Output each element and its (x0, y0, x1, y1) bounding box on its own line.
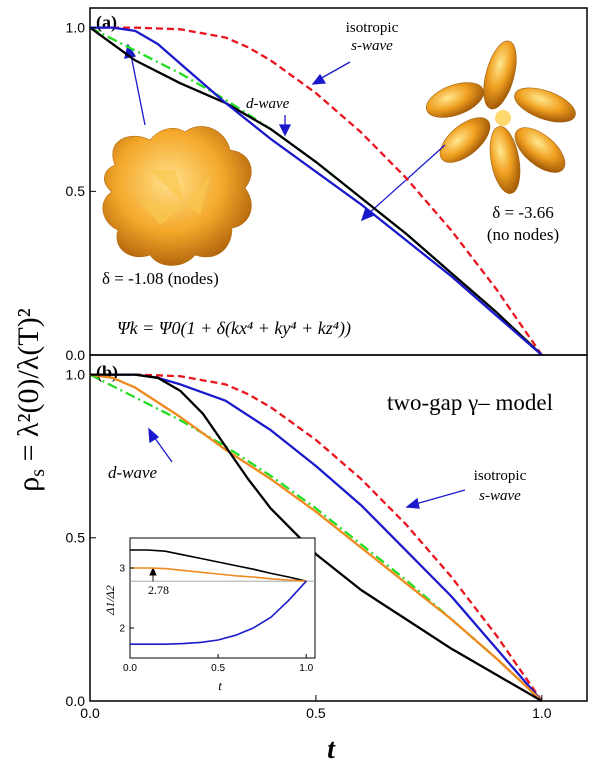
panel-a-plot-ytick-label-1: 0.5 (66, 183, 86, 199)
inset-reference-arrow (149, 566, 157, 582)
gap-shape-nodes-illustration (102, 126, 252, 266)
annotation-a-dwave: d-wave (246, 96, 290, 112)
annotation-a-delta-nodes: δ = -1.08 (nodes) (102, 269, 219, 288)
panel-b-plot-ytick-label-2: 1.0 (66, 366, 86, 382)
inset-plot-ytick-label-1: 3 (119, 564, 125, 575)
panel-b-plot-xtick-label-2: 1.0 (532, 705, 552, 721)
panel-a-plot-ytick-label-0: 0.0 (66, 347, 86, 363)
panel-b-plot-series-0 (90, 373, 543, 702)
inset-plot-series-0 (130, 549, 307, 582)
panel-b-plot-ytick-label-0: 0.0 (66, 693, 86, 709)
inset-plot-series-2 (130, 580, 307, 646)
annotation-a-no-nodes: (no nodes) (487, 225, 559, 244)
gap-shape-no-nodes-illustration (426, 40, 576, 194)
panel-b-plot-xtick-label-1: 0.5 (306, 705, 326, 721)
annotation-arrows-b (148, 427, 466, 509)
panel-b-frame (89, 354, 588, 702)
panel-b-plot-xtick-label-0: 0.0 (80, 705, 100, 721)
panel-a-plot-series-2 (89, 26, 543, 356)
panel-a-plot-series-0 (90, 26, 543, 356)
panel-b-plot-series-3 (89, 373, 543, 702)
inset-xlabel: t (218, 678, 222, 693)
annotation-a-delta-nonodes: δ = -3.66 (492, 203, 554, 222)
annotation-a-isotropic-1: isotropic (346, 20, 399, 36)
annotation-b-isotropic-1: isotropic (474, 468, 527, 484)
inset-plot-xtick-label-0: 0.0 (123, 663, 137, 674)
inset-chart: Δ1/Δ2 t 2.78 2 3 0.0 0.5 1.0 (103, 537, 316, 693)
inset-plot-xtick-label-2: 1.0 (299, 663, 313, 674)
inset-plot-ytick-label-0: 2 (119, 624, 125, 635)
annotation-b-isotropic-2: s-wave (479, 488, 521, 504)
annotation-b-dwave: d-wave (108, 463, 158, 482)
panel-b-plot: 0.0 0.5 1.0 0.0 0.5 1.0 (66, 366, 552, 721)
panel-a-plot-ytick-label-2: 1.0 (66, 20, 86, 36)
panel-b-plot-ytick-label-1: 0.5 (66, 530, 86, 546)
inset-reference-label: 2.78 (148, 583, 169, 597)
panel-b: (b) two-gap γ– model isotropic s-wave d-… (66, 354, 588, 721)
panel-b-plot-series-1 (89, 373, 543, 702)
inset-plot-xtick-label-1: 0.5 (211, 663, 225, 674)
y-axis-label: ρs = λ²(0)/λ(T)² (12, 308, 49, 491)
x-axis-label: t (327, 734, 336, 765)
panel-b-title: two-gap γ– model (387, 390, 553, 415)
annotation-a-isotropic-2: s-wave (351, 38, 393, 54)
annotation-a-formula: Ψk = Ψ0(1 + δ(kx⁴ + ky⁴ + kz⁴)) (117, 318, 351, 339)
inset-ylabel: Δ1/Δ2 (103, 585, 117, 615)
inset-plot-series-1 (130, 567, 307, 582)
panel-b-plot-series-4 (90, 373, 543, 702)
inset-frame (129, 537, 316, 659)
inset-plot: 2 3 0.0 0.5 1.0 (119, 549, 315, 674)
panel-a: (a) (66, 7, 588, 363)
panel-a-plot: 0.0 0.5 1.0 (66, 20, 543, 363)
panel-a-label: (a) (96, 12, 117, 33)
panel-a-plot-series-3 (90, 26, 543, 356)
